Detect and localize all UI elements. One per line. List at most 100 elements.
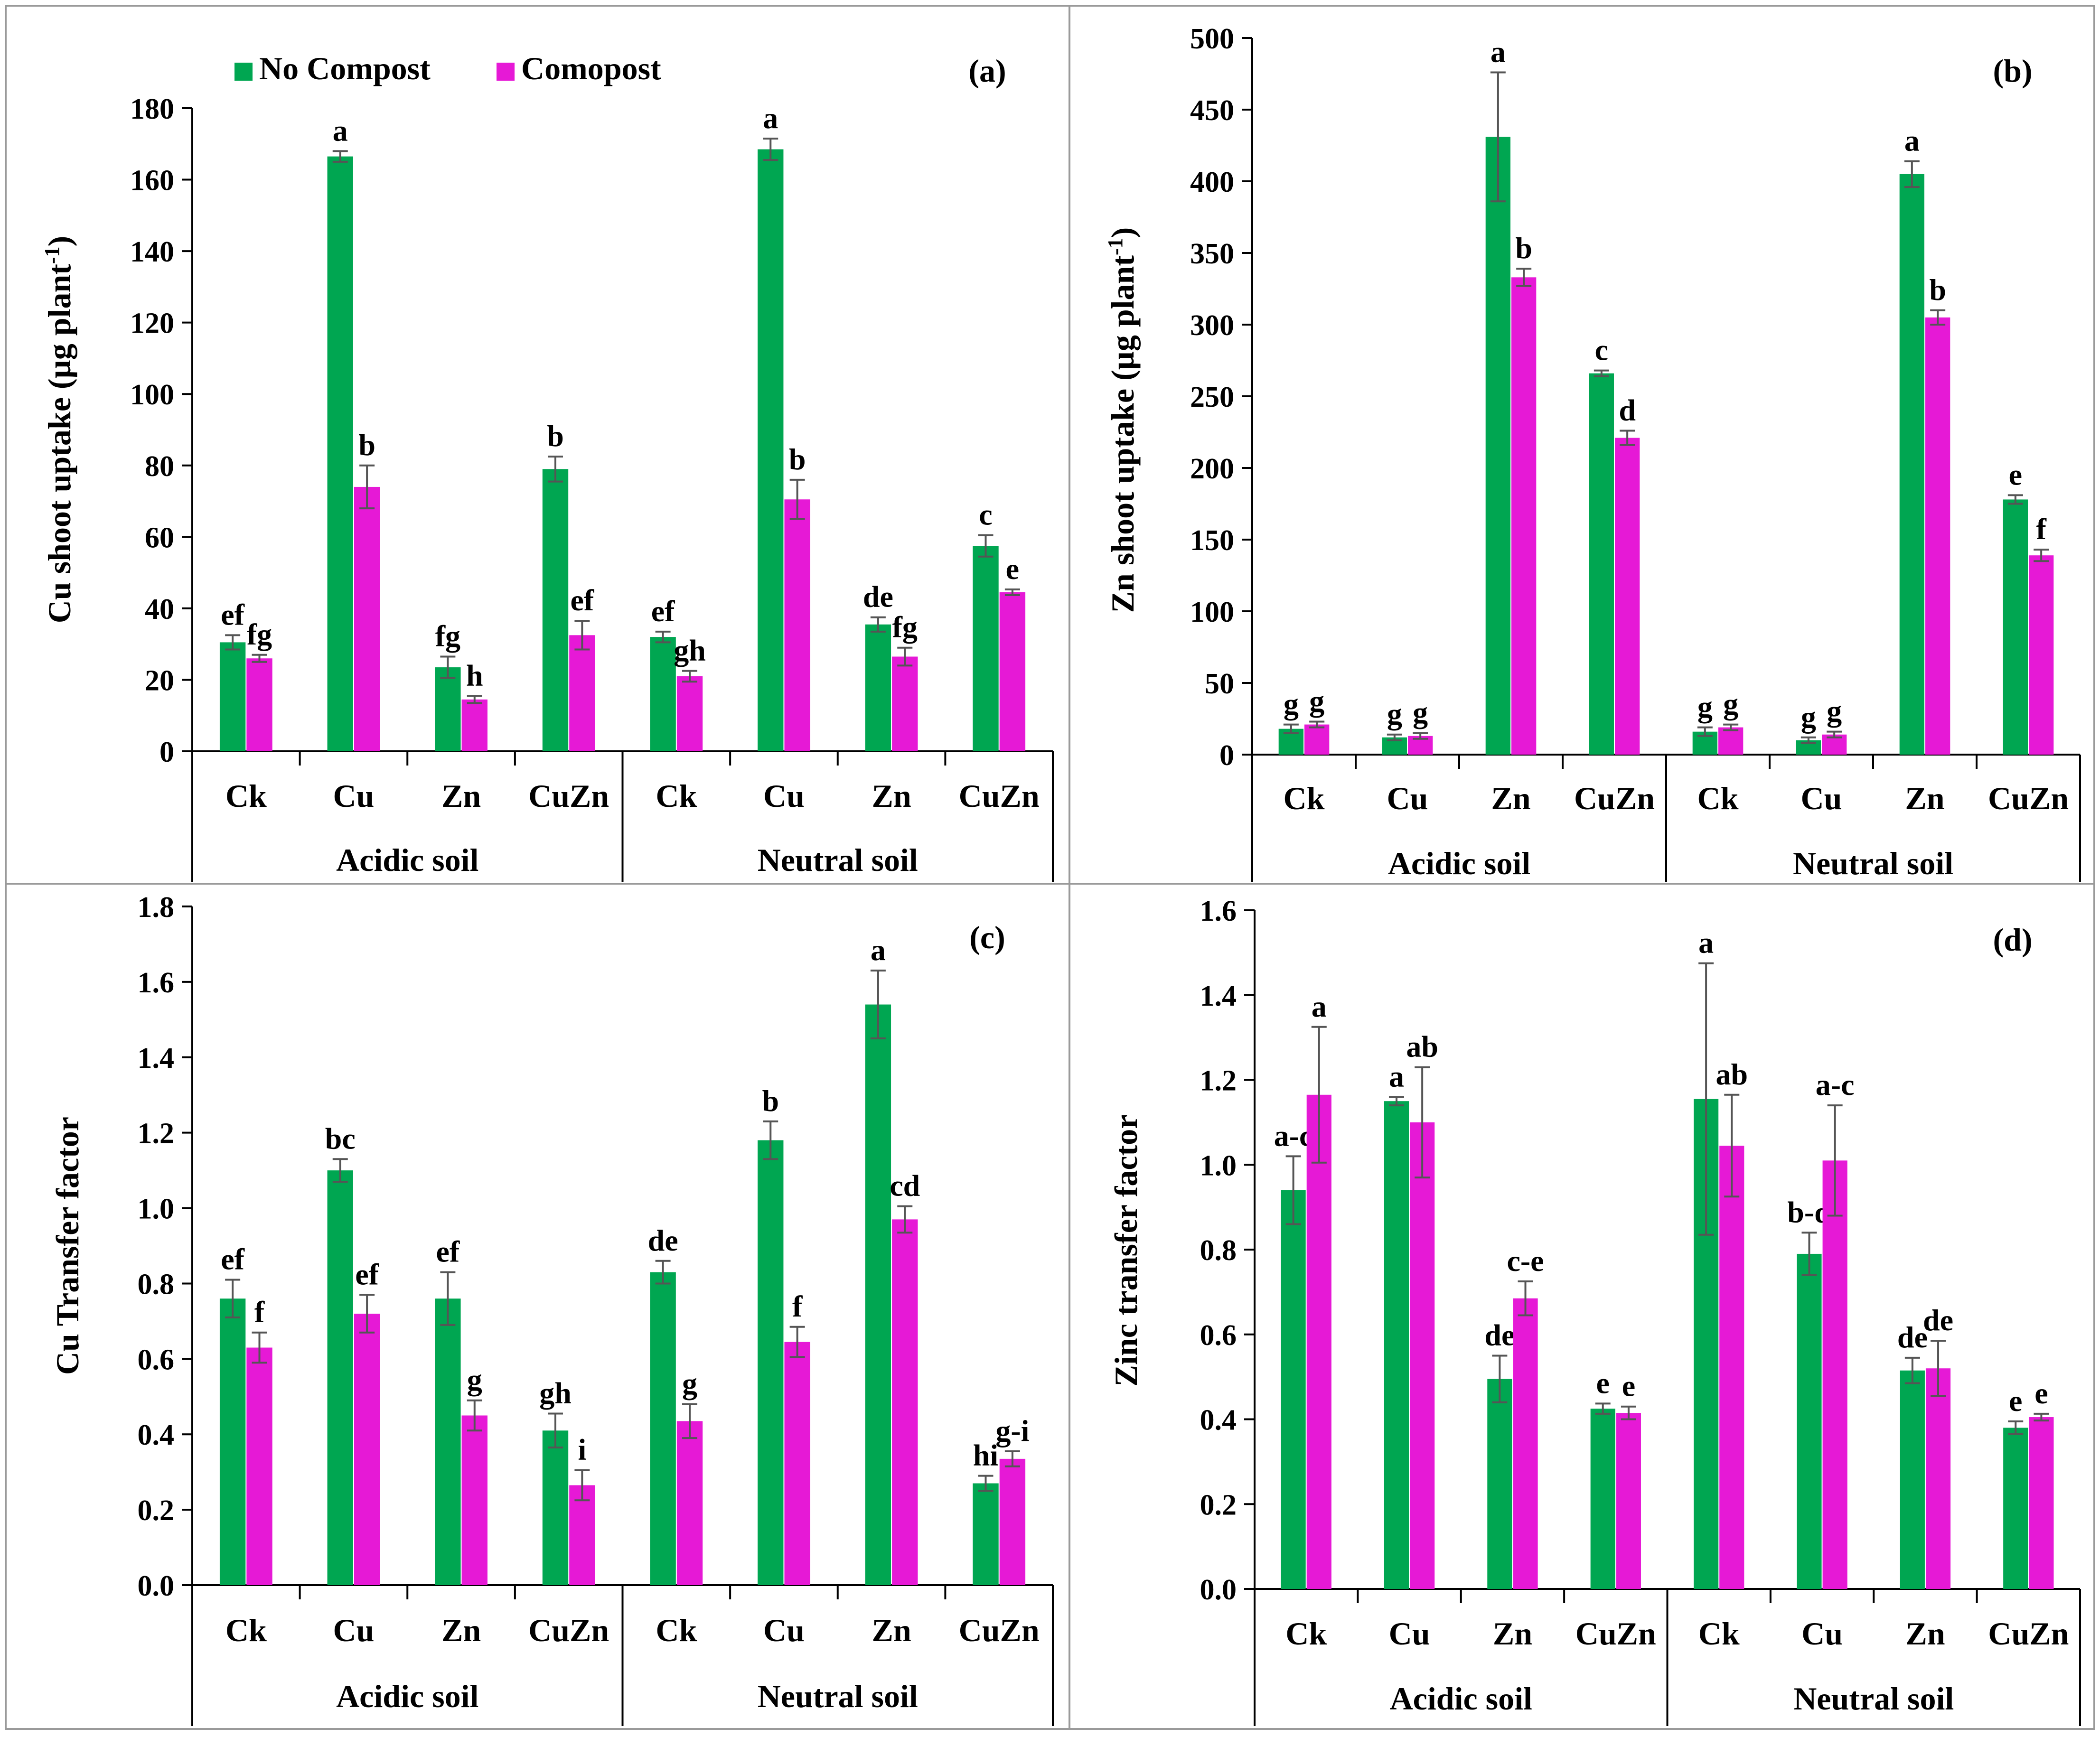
bar — [1304, 724, 1330, 755]
x-tick-label: Zn — [1905, 780, 1944, 816]
bar — [1925, 1368, 1951, 1589]
bar — [2029, 555, 2054, 755]
x-tick-label: Cu — [333, 1612, 374, 1648]
y-tick-label: 120 — [130, 308, 174, 340]
data-label: g — [1387, 697, 1402, 731]
bar — [1410, 1122, 1435, 1589]
y-tick-label: 350 — [1190, 238, 1234, 270]
x-tick-label: Cu — [1801, 1616, 1843, 1652]
bar — [461, 699, 488, 751]
x-tick-label: CuZn — [528, 1612, 609, 1648]
panel-letter: (b) — [1993, 53, 2032, 89]
data-label: a — [1491, 35, 1506, 68]
bar — [650, 637, 676, 751]
x-tick-label: CuZn — [528, 778, 609, 814]
x-tick-label: Cu — [333, 778, 374, 814]
bar — [1513, 1298, 1538, 1589]
bar — [999, 592, 1026, 751]
bar — [1797, 1253, 1822, 1589]
bar — [435, 667, 461, 751]
x-tick-label: Cu — [1389, 1616, 1430, 1652]
data-label: e — [2009, 458, 2022, 491]
data-label: b — [762, 1084, 779, 1118]
data-label: b — [1515, 231, 1532, 265]
bar — [1900, 1370, 1925, 1589]
y-tick-label: 0.0 — [138, 1570, 175, 1602]
data-label: ef — [221, 598, 244, 631]
y-tick-label: 0.2 — [138, 1494, 175, 1527]
bar — [1384, 1101, 1409, 1589]
data-label: g — [1284, 687, 1299, 721]
y-tick-label: 500 — [1190, 23, 1234, 55]
data-label: a-c — [1816, 1068, 1855, 1102]
data-label: ef — [571, 583, 594, 617]
x-tick-label: Ck — [1284, 780, 1325, 816]
legend-swatch-compost — [497, 63, 515, 81]
group-label: Neutral soil — [1793, 845, 1953, 881]
y-tick-label: 60 — [145, 522, 174, 554]
data-label: e — [1622, 1369, 1635, 1403]
data-label: ef — [221, 1242, 244, 1276]
data-label: ef — [355, 1257, 379, 1291]
x-tick-label: Zn — [872, 1612, 911, 1648]
y-tick-label: 400 — [1190, 166, 1234, 198]
x-tick-label: Ck — [225, 778, 267, 814]
bar — [354, 1314, 380, 1585]
data-label: fg — [435, 619, 460, 653]
y-tick-label: 1.0 — [138, 1193, 175, 1225]
x-tick-label: Ck — [1285, 1616, 1327, 1652]
x-tick-label: Cu — [763, 1612, 805, 1648]
x-tick-label: Zn — [1491, 780, 1530, 816]
data-label: g — [1827, 694, 1842, 728]
group-label: Neutral soil — [758, 1678, 918, 1714]
y-tick-label: 0.6 — [138, 1344, 175, 1376]
data-label: a — [1389, 1059, 1404, 1093]
bar — [542, 1430, 569, 1585]
bar — [1590, 1409, 1615, 1589]
data-label: c — [1595, 333, 1608, 367]
bar — [1925, 317, 1950, 755]
data-label: e — [2034, 1376, 2048, 1410]
bar — [2029, 1417, 2054, 1589]
panel-letter: (c) — [969, 919, 1005, 955]
data-label: c — [979, 498, 992, 532]
bar — [784, 1342, 810, 1585]
data-label: f — [2036, 512, 2047, 546]
group-label: Acidic soil — [336, 1678, 478, 1714]
panel-letter: (a) — [968, 53, 1006, 89]
group-label: Neutral soil — [758, 842, 918, 878]
data-label: a — [1698, 926, 1714, 960]
bar — [542, 469, 569, 751]
y-tick-label: 0.8 — [138, 1268, 175, 1300]
bar — [219, 1298, 246, 1585]
bar — [1719, 1146, 1744, 1589]
bar — [246, 658, 272, 751]
x-tick-label: Ck — [1698, 1616, 1740, 1652]
data-label: g — [1309, 684, 1324, 718]
y-tick-label: 1.6 — [1200, 895, 1237, 927]
bar — [2003, 499, 2028, 755]
data-label: cd — [890, 1169, 920, 1203]
x-tick-label: Cu — [1387, 780, 1428, 816]
x-tick-label: Ck — [656, 778, 697, 814]
data-label: g — [467, 1363, 482, 1397]
data-label: ab — [1406, 1030, 1438, 1064]
y-tick-label: 0 — [159, 736, 174, 768]
y-tick-label: 20 — [145, 664, 174, 697]
data-label: a — [1904, 124, 1920, 158]
x-tick-label: CuZn — [959, 778, 1040, 814]
x-tick-label: Zn — [441, 778, 481, 814]
y-tick-label: 1.2 — [1200, 1065, 1237, 1097]
y-tick-label: 0.4 — [1200, 1404, 1237, 1437]
group-label: Acidic soil — [1388, 845, 1530, 881]
data-label: a — [1312, 990, 1327, 1023]
bar — [1485, 137, 1510, 755]
y-tick-label: 450 — [1190, 94, 1234, 127]
bar — [246, 1347, 272, 1585]
data-label: ef — [436, 1235, 460, 1269]
legend-swatch-no-compost — [234, 63, 253, 81]
x-tick-label: CuZn — [1574, 780, 1655, 816]
data-label: c-e — [1507, 1244, 1544, 1278]
